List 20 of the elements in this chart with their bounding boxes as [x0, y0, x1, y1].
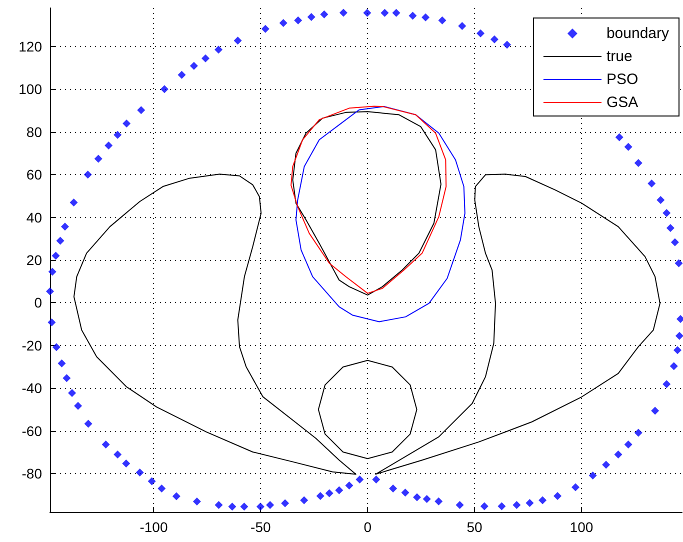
y-tick-label: 0	[34, 294, 42, 311]
y-tick-label: 100	[18, 81, 42, 98]
x-tick-label: -50	[250, 519, 271, 535]
x-tick-label: 100	[570, 519, 594, 535]
legend-label: boundary	[606, 25, 670, 42]
y-tick-label: 40	[26, 209, 42, 226]
legend-label: true	[606, 48, 632, 65]
y-tick-label: -40	[22, 380, 42, 396]
y-tick-label: 60	[26, 166, 42, 183]
y-tick-label: -20	[22, 337, 42, 354]
legend-label: GSA	[606, 94, 638, 111]
y-tick-label: 80	[26, 124, 42, 140]
x-tick-label: 0	[364, 519, 372, 535]
y-tick-label: -80	[22, 466, 42, 482]
y-tick-label: 120	[18, 38, 42, 54]
y-tick-label: -60	[22, 422, 42, 439]
x-tick-label: 50	[466, 519, 483, 535]
x-tick-label: -100	[140, 519, 168, 535]
legend-label: PSO	[606, 71, 638, 88]
y-tick-label: 20	[26, 252, 42, 268]
